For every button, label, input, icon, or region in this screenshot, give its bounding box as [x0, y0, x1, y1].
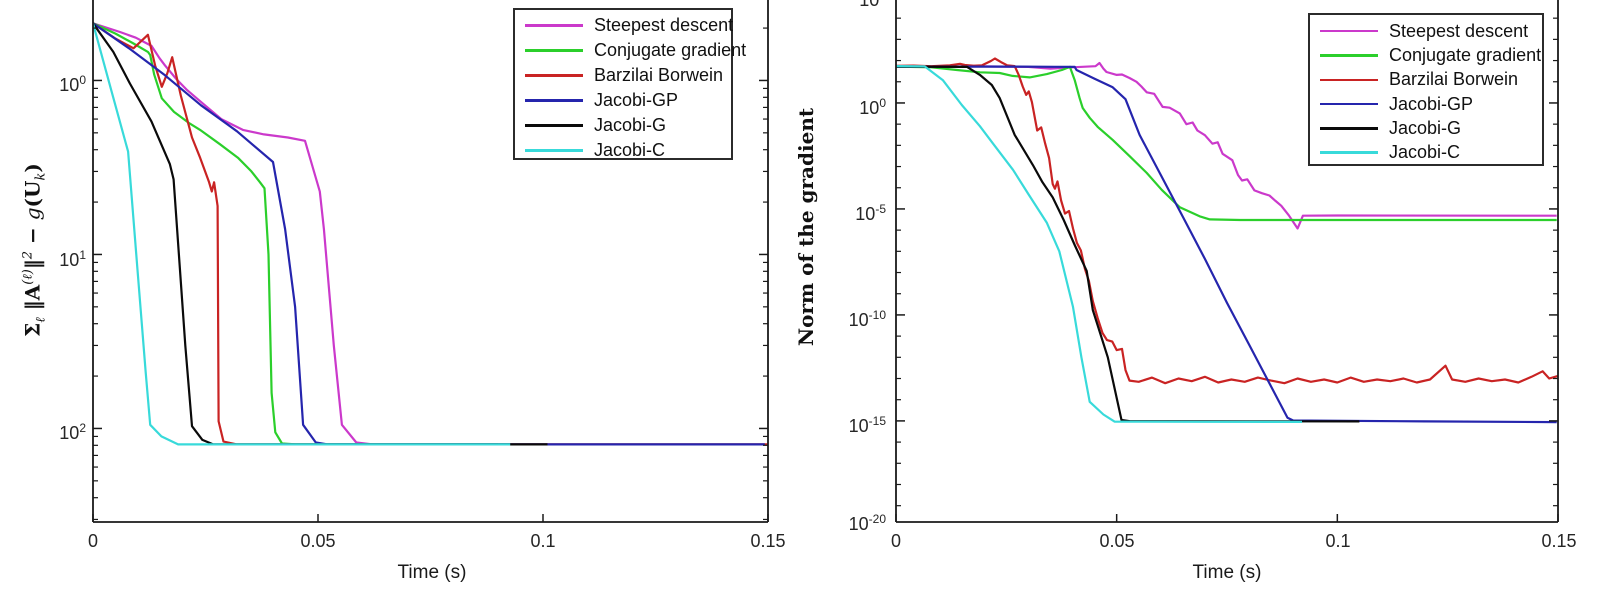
left-ytick-10: 101 [59, 248, 86, 270]
legend-line-jacobi-gp [525, 99, 583, 102]
legend-line-jacobi-c [1320, 151, 1378, 154]
right-x-axis-label: Time (s) [1192, 562, 1262, 583]
legend-item: Steepest descent [1310, 19, 1542, 43]
legend-item: Barzilai Borwein [1310, 68, 1542, 92]
right-ytick-1e-15: 10-15 [848, 414, 886, 436]
legend-line-jacobi-g [525, 124, 583, 127]
legend-label: Barzilai Borwein [594, 65, 724, 85]
legend-label: Jacobi-GP [1389, 93, 1474, 114]
legend-line-jacobi-gp [1320, 102, 1378, 106]
right-xtick-015: 0.15 [1541, 531, 1577, 551]
right-xtick-005: 0.05 [1099, 531, 1135, 551]
left-ytick-100: 100 [59, 73, 86, 95]
legend-line-barzilai-borwein [1320, 78, 1378, 81]
left-xtick-015: 0.15 [750, 531, 786, 551]
legend-item: Steepest descent [515, 13, 734, 38]
legend-item: Barzilai Borwein [515, 63, 731, 88]
left-legend: Steepest descent Conjugate gradient Barz… [513, 8, 746, 163]
legend-line-steepest-descent [525, 24, 583, 27]
legend-label: Steepest descent [594, 15, 734, 35]
right-y-axis-label: Norm of the gradient [794, 107, 818, 347]
legend-line-conjugate-gradient [1320, 54, 1378, 57]
left-x-axis-label: Time (s) [397, 562, 467, 583]
left-xtick-01: 0.1 [530, 531, 556, 551]
right-ytick-1e-5: 10-5 [855, 202, 886, 224]
legend-line-barzilai-borwein [525, 74, 583, 77]
legend-label: Conjugate gradient [594, 40, 747, 60]
legend-item: Jacobi-C [1310, 140, 1542, 164]
right-ytick-1: 100 [859, 96, 886, 118]
left-xtick-0: 0 [87, 531, 98, 551]
left-y-axis-label: Σℓ ‖A(ℓ)‖2 − g(Uk) [20, 163, 49, 337]
right-xtick-0: 0 [890, 531, 901, 551]
legend-item: Jacobi-GP [1310, 92, 1542, 116]
legend-label: Jacobi-C [1389, 142, 1461, 163]
legend-item: Jacobi-GP [515, 88, 731, 113]
legend-label: Conjugate gradient [1389, 44, 1542, 65]
legend-item: Jacobi-G [1310, 116, 1542, 140]
legend-label: Barzilai Borwein [1389, 69, 1519, 90]
left-xtick-005: 0.05 [300, 531, 336, 551]
legend-line-steepest-descent [1320, 29, 1378, 33]
legend-line-jacobi-c [525, 149, 583, 152]
left-ytick-1: 102 [59, 421, 86, 443]
legend-label: Jacobi-G [1389, 117, 1462, 138]
right-ytick-1e5-clipped: 105 [859, 0, 886, 10]
legend-line-conjugate-gradient [525, 49, 583, 52]
legend-label: Jacobi-GP [594, 90, 679, 110]
right-ytick-1e-10: 10-10 [848, 308, 886, 330]
legend-item: Jacobi-G [515, 113, 731, 138]
legend-label: Jacobi-G [594, 115, 667, 135]
legend-item: Conjugate gradient [515, 38, 746, 63]
legend-item: Jacobi-C [515, 138, 731, 163]
right-ytick-1e-20: 10-20 [848, 512, 886, 534]
right-legend: Steepest descent Conjugate gradient Barz… [1308, 13, 1544, 166]
legend-label: Steepest descent [1389, 20, 1529, 41]
legend-label: Jacobi-C [594, 140, 666, 160]
right-xtick-01: 0.1 [1325, 531, 1351, 551]
legend-item: Conjugate gradient [1310, 43, 1542, 67]
legend-line-jacobi-g [1320, 127, 1378, 130]
